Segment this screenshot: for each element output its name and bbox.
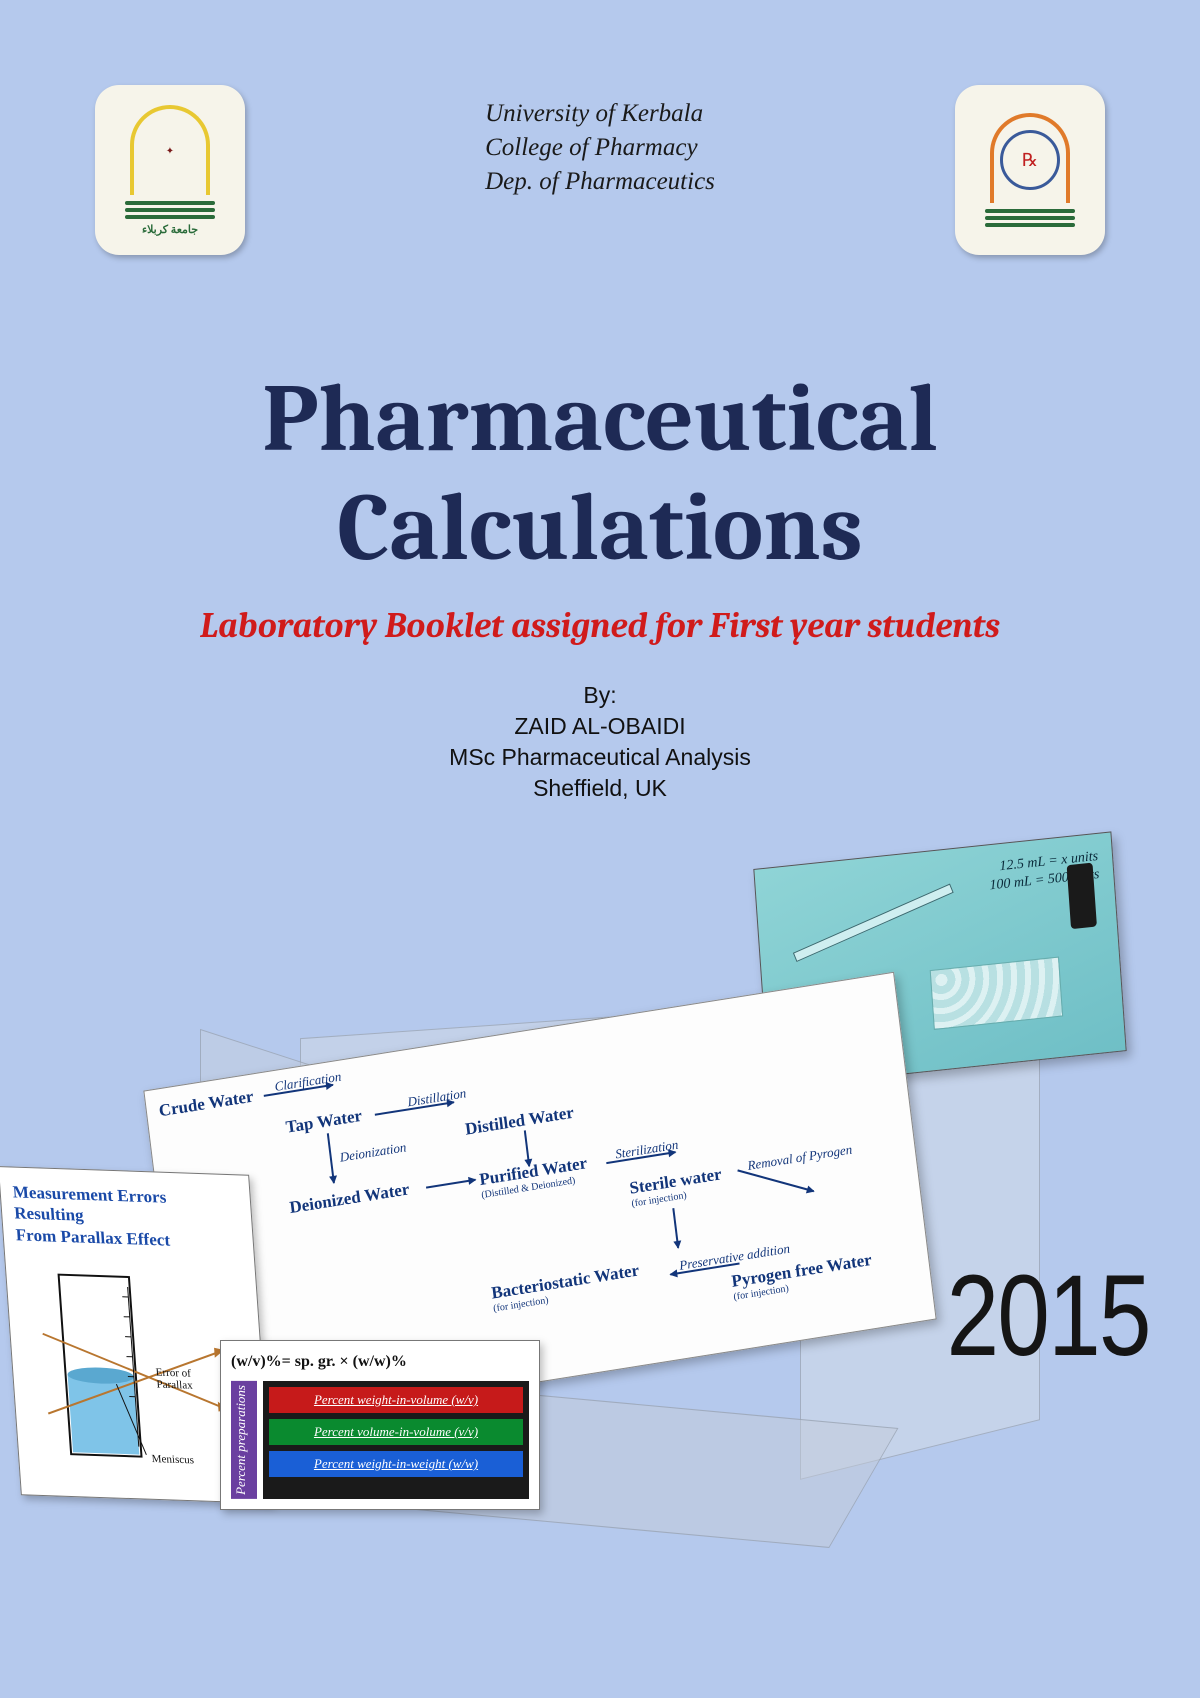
- parallax-title-line2: From Parallax Effect: [15, 1225, 171, 1249]
- collage-area: 12.5 mL = x units 100 mL = 500 units f(x…: [40, 870, 1160, 1610]
- formula-side-label: Percent preparations: [231, 1381, 257, 1499]
- main-title-line2: Calculations: [0, 474, 1200, 583]
- fc-label-removal: Removal of Pyrogen: [747, 1142, 853, 1174]
- institution-line3: Dep. of Pharmaceutics: [485, 165, 715, 199]
- syringe-icon: [793, 884, 954, 963]
- formula-equation: (w/v)%= sp. gr. × (w/w)%: [231, 1353, 529, 1371]
- parallax-title-line1: Measurement Errors Resulting: [12, 1182, 167, 1225]
- formula-row-ww: Percent weight-in-weight (w/w): [269, 1451, 523, 1477]
- institution-block: University of Kerbala College of Pharmac…: [485, 85, 715, 198]
- main-title-line1: Pharmaceutical: [0, 365, 1200, 474]
- parallax-diagram-icon: Error of Parallax Meniscus: [17, 1253, 254, 1490]
- year-label: 2015: [947, 1250, 1150, 1382]
- bottle-icon: [1067, 863, 1097, 930]
- main-title: Pharmaceutical Calculations: [0, 365, 1200, 584]
- fc-arrow-4a: [524, 1130, 530, 1166]
- formula-rows: Percent weight-in-volume (w/v) Percent v…: [263, 1381, 529, 1499]
- author-place: Sheffield, UK: [0, 773, 1200, 804]
- formula-panel: (w/v)%= sp. gr. × (w/w)% Percent prepara…: [220, 1340, 540, 1510]
- fc-node-distilled: Distilled Water: [464, 1103, 575, 1140]
- author-block: By: ZAID AL-OBAIDI MSc Pharmaceutical An…: [0, 680, 1200, 804]
- fc-node-tap: Tap Water: [285, 1106, 363, 1138]
- fc-node-purified: Purified Water (Distilled & Deionized): [478, 1153, 589, 1201]
- fc-node-bacteriostatic: Bacteriostatic Water (for injection): [490, 1260, 641, 1314]
- fc-arrow-3: [327, 1133, 335, 1183]
- formula-row-wv: Percent weight-in-volume (w/v): [269, 1387, 523, 1413]
- author-by-label: By:: [0, 680, 1200, 711]
- parallax-label-error2: Parallax: [156, 1378, 193, 1391]
- logo-right-book-icon: [985, 209, 1075, 227]
- fc-arrow-7: [672, 1208, 679, 1248]
- fc-node-deionized: Deionized Water: [288, 1179, 410, 1218]
- formula-row-vv: Percent volume-in-volume (v/v): [269, 1419, 523, 1445]
- fc-node-crude: Crude Water: [158, 1087, 255, 1122]
- pill-blister-icon: [930, 957, 1063, 1030]
- logo-left-arch-icon: ✦: [130, 105, 210, 195]
- fc-label-deionization: Deionization: [339, 1139, 407, 1165]
- formula-body: Percent preparations Percent weight-in-v…: [231, 1381, 529, 1499]
- logo-left-book-icon: [125, 201, 215, 219]
- author-degree: MSc Pharmaceutical Analysis: [0, 742, 1200, 773]
- fc-arrow-4b: [426, 1179, 476, 1189]
- logo-right-circle-icon: ℞: [1000, 130, 1060, 190]
- author-name: ZAID AL-OBAIDI: [0, 711, 1200, 742]
- institution-line1: University of Kerbala: [485, 97, 715, 131]
- logo-right-arch-icon: ℞: [990, 113, 1070, 203]
- university-logo-left: ✦ جامعة كربلاء: [95, 85, 245, 255]
- subtitle: Laboratory Booklet assigned for First ye…: [0, 605, 1200, 646]
- institution-line2: College of Pharmacy: [485, 131, 715, 165]
- fc-node-sterile: Sterile water (for injection): [628, 1164, 724, 1209]
- fc-arrow-6: [737, 1169, 814, 1192]
- parallax-label-meniscus: Meniscus: [151, 1453, 194, 1466]
- header-row: ✦ جامعة كربلاء University of Kerbala Col…: [0, 85, 1200, 255]
- college-logo-right: ℞: [955, 85, 1105, 255]
- logo-left-caption: جامعة كربلاء: [142, 223, 198, 236]
- parallax-title: Measurement Errors Resulting From Parall…: [12, 1181, 242, 1252]
